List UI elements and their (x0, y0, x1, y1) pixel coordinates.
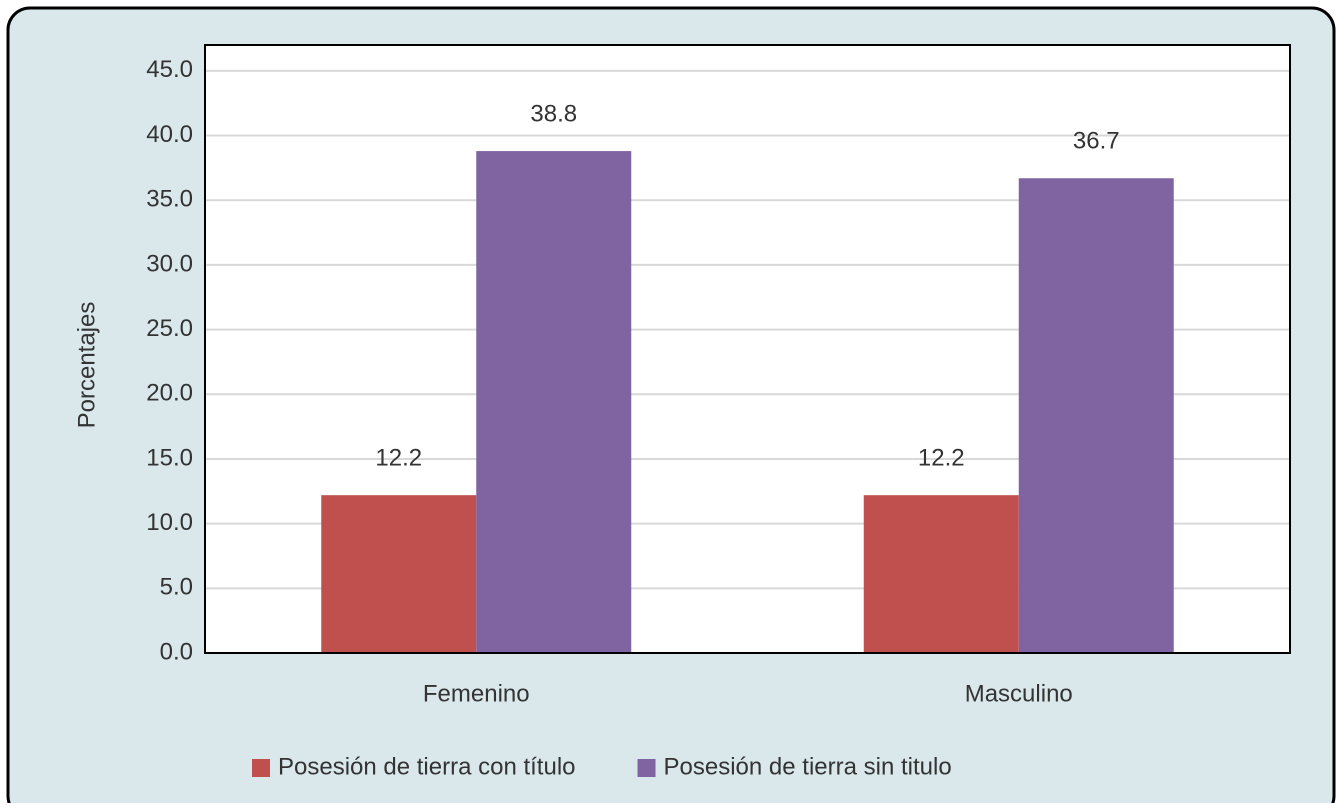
y-tick-label: 20.0 (146, 380, 193, 407)
legend-label: Posesión de tierra sin titulo (664, 753, 952, 780)
y-tick-label: 15.0 (146, 444, 193, 471)
y-tick-label: 5.0 (160, 574, 193, 601)
data-label: 12.2 (918, 445, 965, 472)
y-tick-label: 35.0 (146, 186, 193, 213)
legend-swatch (252, 759, 270, 777)
data-label: 38.8 (530, 100, 577, 127)
y-tick-label: 0.0 (160, 638, 193, 665)
y-tick-label: 30.0 (146, 250, 193, 277)
y-tick-label: 45.0 (146, 56, 193, 83)
y-tick-label: 40.0 (146, 121, 193, 148)
data-label: 12.2 (375, 445, 422, 472)
bar (1018, 178, 1174, 653)
bar (476, 151, 632, 653)
y-tick-label: 25.0 (146, 315, 193, 342)
x-tick-label: Femenino (423, 680, 530, 707)
legend-swatch (637, 759, 656, 777)
data-label: 36.7 (1073, 128, 1120, 155)
bar (321, 495, 477, 653)
plot-border (204, 44, 1291, 654)
legend-label: Posesión de tierra con título (278, 753, 576, 780)
y-tick-label: 10.0 (146, 509, 193, 536)
y-axis-label: Porcentajes (73, 302, 100, 429)
x-tick-label: Masculino (965, 680, 1073, 707)
bar (863, 495, 1019, 653)
